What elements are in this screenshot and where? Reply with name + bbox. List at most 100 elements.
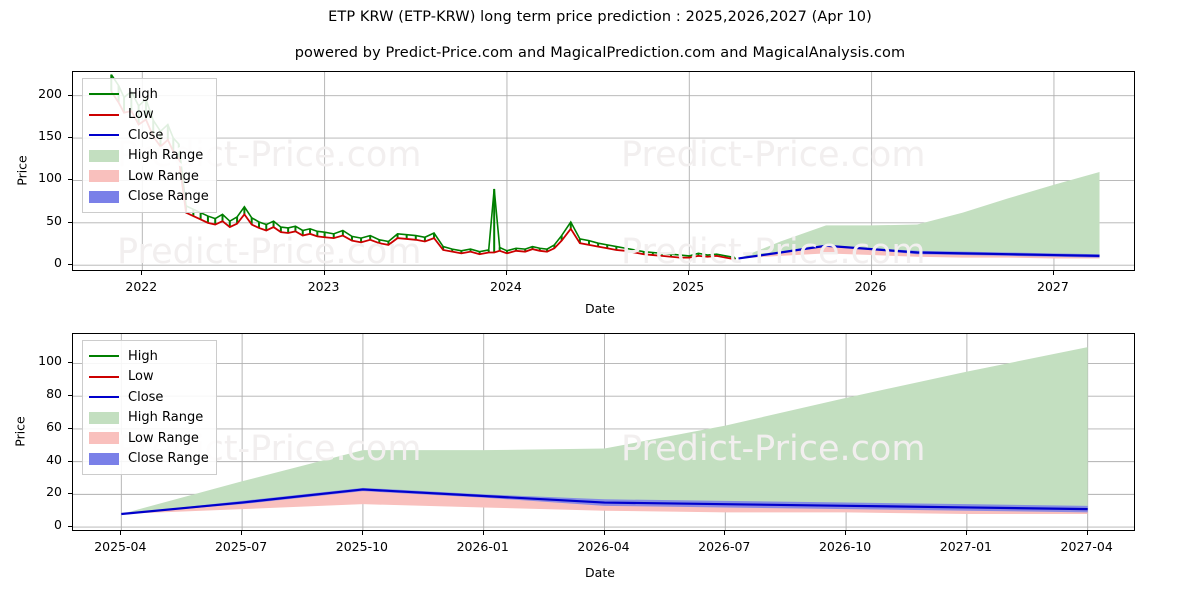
y-tick-label: 200 bbox=[38, 85, 62, 101]
x-tick-label: 2026-07 bbox=[698, 539, 751, 554]
x-tick-mark bbox=[603, 531, 605, 535]
legend-label: Close Range bbox=[128, 189, 209, 205]
x-tick-label: 2024 bbox=[490, 279, 522, 294]
legend-item-high-range[interactable]: High Range bbox=[89, 146, 209, 167]
legend-item-high[interactable]: High bbox=[89, 84, 209, 105]
high-range-swatch-icon bbox=[89, 411, 119, 424]
x-tick-mark bbox=[141, 271, 143, 275]
y-tick-label: 150 bbox=[38, 128, 62, 144]
x-tick-mark bbox=[845, 531, 847, 535]
legend-item-high[interactable]: High bbox=[89, 346, 209, 367]
y-tick-mark bbox=[68, 493, 72, 495]
y-tick-label: 100 bbox=[38, 353, 62, 369]
y-tick-mark bbox=[68, 362, 72, 364]
close-swatch-icon bbox=[89, 128, 119, 142]
legend-label: Close bbox=[128, 389, 164, 405]
legend-item-close[interactable]: Close bbox=[89, 387, 209, 408]
legend-item-close[interactable]: Close bbox=[89, 125, 209, 146]
low-range-swatch-icon bbox=[89, 432, 119, 445]
legend-label: High bbox=[128, 348, 158, 364]
legend-label: Low bbox=[128, 369, 154, 385]
y-tick-label: 0 bbox=[54, 517, 62, 533]
low-range-swatch-icon bbox=[89, 170, 119, 183]
y-tick-label: 40 bbox=[46, 451, 62, 467]
high-swatch-icon bbox=[89, 349, 119, 363]
x-tick-label: 2023 bbox=[307, 279, 340, 294]
bottom-plot-area: Predict-Price.com Predict-Price.com bbox=[72, 333, 1135, 531]
y-tick-mark bbox=[68, 94, 72, 96]
legend-item-close-range[interactable]: Close Range bbox=[89, 187, 209, 208]
top-chart-canvas bbox=[73, 72, 1134, 270]
legend-label: High Range bbox=[128, 410, 204, 426]
x-tick-mark bbox=[241, 531, 243, 535]
legend-label: Low Range bbox=[128, 430, 199, 446]
legend-item-low-range[interactable]: Low Range bbox=[89, 428, 209, 449]
x-tick-label: 2025-10 bbox=[335, 539, 389, 554]
legend-label: High bbox=[128, 86, 158, 102]
legend-item-low[interactable]: Low bbox=[89, 105, 209, 126]
low-swatch-icon bbox=[89, 108, 119, 122]
legend-label: Close Range bbox=[128, 451, 209, 467]
close-range-swatch-icon bbox=[89, 190, 119, 203]
watermark-text: Predict-Price.com bbox=[621, 429, 926, 469]
watermark-text: Predict-Price.com bbox=[621, 232, 926, 271]
bottom-x-axis-label: Date bbox=[585, 565, 615, 580]
legend-label: Close bbox=[128, 127, 164, 143]
legend-item-low-range[interactable]: Low Range bbox=[89, 166, 209, 187]
top-x-axis-label: Date bbox=[585, 301, 615, 316]
y-tick-mark bbox=[68, 395, 72, 397]
x-tick-label: 2027 bbox=[1037, 279, 1069, 294]
y-tick-mark bbox=[68, 460, 72, 462]
high-swatch-icon bbox=[89, 87, 119, 101]
legend-label: Low Range bbox=[128, 168, 199, 184]
y-tick-label: 20 bbox=[46, 484, 62, 500]
y-tick-mark bbox=[68, 264, 72, 266]
x-tick-label: 2026 bbox=[854, 279, 887, 294]
y-tick-label: 0 bbox=[54, 255, 62, 271]
y-tick-label: 100 bbox=[38, 170, 62, 186]
y-tick-label: 50 bbox=[46, 212, 62, 228]
y-tick-mark bbox=[68, 221, 72, 223]
x-tick-label: 2025-07 bbox=[214, 539, 268, 554]
legend-item-high-range[interactable]: High Range bbox=[89, 408, 209, 429]
x-tick-mark bbox=[1052, 271, 1054, 275]
watermark-text: Predict-Price.com bbox=[117, 232, 422, 271]
x-tick-label: 2027-01 bbox=[939, 539, 992, 554]
x-tick-label: 2026-01 bbox=[456, 539, 509, 554]
high-range-swatch-icon bbox=[89, 149, 119, 162]
y-tick-mark bbox=[68, 427, 72, 429]
x-tick-mark bbox=[688, 271, 690, 275]
y-tick-mark bbox=[68, 179, 72, 181]
close-swatch-icon bbox=[89, 390, 119, 404]
x-tick-mark bbox=[120, 531, 122, 535]
x-tick-label: 2025 bbox=[672, 279, 705, 294]
watermark-text: Predict-Price.com bbox=[621, 135, 926, 175]
x-tick-mark bbox=[965, 531, 967, 535]
legend-item-close-range[interactable]: Close Range bbox=[89, 449, 209, 470]
page-subtitle: powered by Predict-Price.com and Magical… bbox=[294, 45, 906, 61]
x-tick-mark bbox=[323, 271, 325, 275]
top-chart-legend: High Low Close High Range Low Range Close Ran… bbox=[82, 78, 217, 213]
page-title: ETP KRW (ETP-KRW) long term price predic… bbox=[328, 9, 872, 25]
y-tick-mark bbox=[68, 526, 72, 528]
x-tick-label: 2026-10 bbox=[818, 539, 872, 554]
y-tick-label: 60 bbox=[46, 418, 62, 434]
x-tick-label: 2022 bbox=[125, 279, 158, 294]
x-tick-label: 2025-04 bbox=[94, 539, 147, 554]
x-tick-mark bbox=[724, 531, 726, 535]
low-swatch-icon bbox=[89, 370, 119, 384]
y-tick-label: 80 bbox=[46, 386, 62, 402]
x-tick-mark bbox=[361, 531, 363, 535]
legend-label: High Range bbox=[128, 148, 204, 164]
x-tick-mark bbox=[1086, 531, 1088, 535]
x-tick-label: 2026-04 bbox=[577, 539, 630, 554]
bottom-chart-legend: High Low Close High Range Low Range Close Ran… bbox=[82, 340, 217, 475]
x-tick-mark bbox=[482, 531, 484, 535]
legend-item-low[interactable]: Low bbox=[89, 367, 209, 388]
x-tick-mark bbox=[505, 271, 507, 275]
x-tick-mark bbox=[870, 271, 872, 275]
top-plot-area: Predict-Price.com Predict-Price.com Pred… bbox=[72, 71, 1135, 271]
close-range-swatch-icon bbox=[89, 452, 119, 465]
x-tick-label: 2027-04 bbox=[1060, 539, 1113, 554]
